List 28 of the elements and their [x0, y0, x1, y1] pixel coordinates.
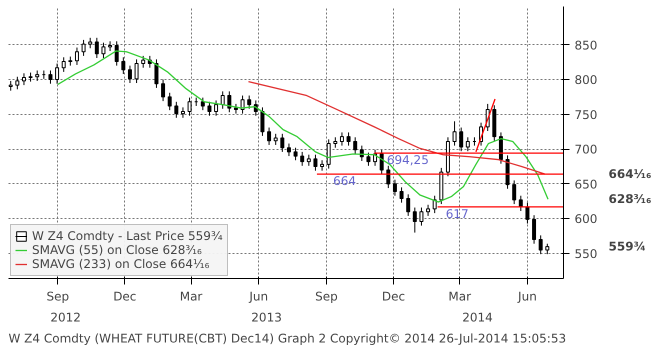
- text: W Z4 Comdty (WHEAT FUTURE(CBT) Dec14) Graph 2 Copyright© 2014 26-Jul-2014 15:05:53: [8, 332, 566, 346]
- annotation: 617: [446, 206, 469, 221]
- text: 628³⁄₁₆: [608, 192, 652, 206]
- y-tick-label: 850: [574, 38, 598, 52]
- annotation: 694,25: [386, 153, 429, 168]
- x-tick-label: Jun: [517, 290, 537, 304]
- y-tick-label: 650: [574, 177, 598, 192]
- x-tick-label: Jun: [248, 290, 268, 304]
- legend-label: SMAVG (233) on Close 664¹⁄₁₆: [32, 257, 210, 271]
- text: 2013: [251, 310, 282, 324]
- text: 2012: [50, 310, 81, 324]
- y-tick-label: 750: [574, 108, 598, 122]
- annotation: 664: [333, 174, 356, 188]
- text: 664¹⁄₁₆: [608, 167, 652, 182]
- x-tick-label: Dec: [382, 290, 406, 304]
- y-tick-label: 700: [574, 142, 598, 157]
- legend-label: W Z4 Comdty - Last Price 559¾: [32, 229, 223, 243]
- x-tick-label: Dec: [113, 290, 136, 304]
- x-tick-label: Mar: [180, 290, 202, 304]
- text: 2014: [462, 310, 493, 324]
- y-tick-label: 550: [574, 246, 598, 261]
- text: 559¾: [608, 240, 646, 254]
- x-tick-label: Mar: [448, 290, 472, 304]
- x-tick-label: Sep: [46, 290, 70, 304]
- legend-label: SMAVG (55) on Close 628³⁄₁₆: [32, 243, 202, 257]
- x-tick-label: Sep: [315, 290, 338, 304]
- y-tick-label: 800: [574, 73, 598, 88]
- y-tick-label: 600: [574, 212, 598, 226]
